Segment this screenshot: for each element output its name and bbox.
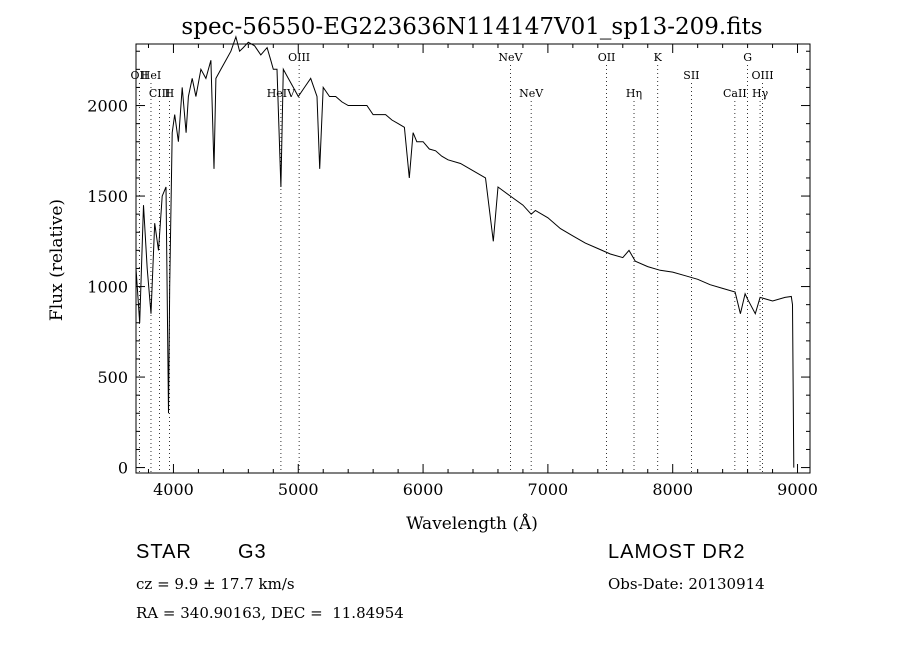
line-marker-label: Hγ	[752, 87, 769, 100]
x-axis-label: Wavelength (Å)	[406, 513, 538, 534]
line-marker-label: NeV	[519, 87, 544, 100]
line-marker-label: K	[654, 51, 663, 64]
line-marker-label: HeIV	[267, 87, 296, 100]
y-tick-label: 1000	[87, 278, 128, 297]
observation-date: Obs-Date: 20130914	[608, 575, 765, 593]
chart-title: spec-56550-EG223636N114147V01_sp13-209.f…	[181, 14, 762, 40]
x-tick-label: 7000	[528, 480, 569, 499]
line-marker-label: NeV	[498, 51, 523, 64]
line-marker-label: Hη	[626, 87, 642, 100]
line-marker-label: G	[743, 51, 752, 64]
axis-ticks: 4000 5000 6000 7000 8000 9000 0 500 1000 1500 2000	[87, 44, 818, 499]
y-tick-label: 500	[97, 368, 128, 387]
x-tick-label: 5000	[278, 480, 319, 499]
survey-name: LAMOST DR2	[608, 541, 746, 563]
x-tick-label: 9000	[777, 480, 818, 499]
x-tick-label: 4000	[153, 480, 194, 499]
line-marker-label: SII	[683, 69, 699, 82]
line-marker-label: CIII	[149, 87, 170, 100]
coordinates-readout: RA = 340.90163, DEC = 11.84954	[136, 604, 404, 622]
redshift-readout: cz = 9.9 ± 17.7 km/s	[136, 575, 295, 593]
spectrum-plot: spec-56550-EG223636N114147V01_sp13-209.f…	[47, 14, 818, 534]
line-marker-label: HeI	[141, 69, 161, 82]
plot-frame	[135, 43, 811, 474]
y-tick-label: 1500	[87, 187, 128, 206]
line-marker-label: OII	[131, 69, 149, 82]
x-tick-label: 6000	[403, 480, 444, 499]
object-class: STAR	[136, 541, 192, 563]
y-tick-label: 2000	[87, 97, 128, 116]
spectrum-line	[135, 35, 795, 468]
spectral-subclass: G3	[238, 541, 267, 563]
y-tick-label: 0	[118, 459, 128, 478]
x-tick-label: 8000	[652, 480, 693, 499]
line-marker-label: OII	[598, 51, 616, 64]
line-marker-label: OIII	[288, 51, 310, 64]
line-marker-label: OIII	[752, 69, 774, 82]
y-axis-label: Flux (relative)	[47, 199, 67, 321]
line-marker-label: CaII	[723, 87, 747, 100]
line-marker-label: H	[165, 87, 175, 100]
